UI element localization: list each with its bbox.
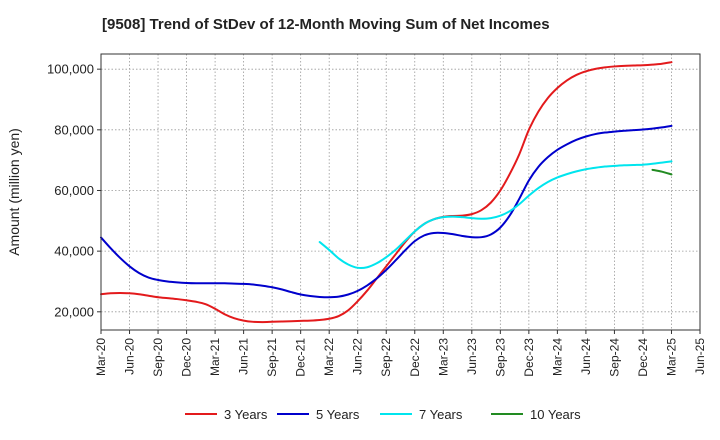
x-tick-label: Mar-24 — [550, 338, 564, 376]
x-tick-label: Jun-24 — [579, 338, 593, 375]
series-line-5-years — [100, 124, 673, 299]
chart-title: [9508] Trend of StDev of 12-Month Moving… — [102, 16, 550, 33]
y-tick-label: 80,000 — [54, 122, 94, 137]
legend: 3 Years 5 Years 7 Years 10 Years — [185, 407, 581, 422]
x-tick-label: Mar-23 — [436, 338, 450, 376]
x-axis-ticks: Mar-20 Jun-20 Sep-20 Dec-20 Mar-21 Jun-21 Sep-… — [94, 330, 707, 377]
series-line-7-years — [318, 160, 673, 270]
x-tick-label: Jun-22 — [351, 338, 365, 375]
y-tick-label: 20,000 — [54, 304, 94, 319]
series-line-10-years — [651, 168, 673, 176]
legend-label: 10 Years — [530, 407, 581, 422]
series-line-3-years — [100, 61, 673, 324]
x-tick-label: Dec-23 — [522, 338, 536, 377]
y-axis-label: Amount (million yen) — [6, 128, 22, 256]
legend-label: 5 Years — [316, 407, 360, 422]
gridlines — [100, 54, 701, 330]
x-tick-label: Mar-21 — [208, 338, 222, 376]
x-tick-label: Mar-25 — [664, 338, 678, 376]
x-tick-label: Sep-20 — [151, 338, 165, 377]
x-tick-label: Sep-23 — [493, 338, 507, 377]
legend-label: 7 Years — [419, 407, 463, 422]
x-tick-label: Mar-22 — [322, 338, 336, 376]
y-tick-label: 60,000 — [54, 183, 94, 198]
x-tick-label: Sep-21 — [265, 338, 279, 377]
legend-label: 3 Years — [224, 407, 268, 422]
y-tick-label: 40,000 — [54, 244, 94, 259]
x-tick-label: Jun-23 — [465, 338, 479, 375]
x-tick-label: Jun-20 — [123, 338, 137, 375]
x-tick-label: Mar-20 — [94, 338, 108, 376]
x-tick-label: Sep-22 — [379, 338, 393, 377]
x-tick-label: Sep-24 — [607, 338, 621, 377]
y-axis-ticks: 20,000 40,000 60,000 80,000 100,000 — [47, 62, 101, 319]
x-tick-label: Dec-21 — [294, 338, 308, 377]
x-tick-label: Dec-24 — [636, 338, 650, 377]
x-tick-label: Dec-22 — [408, 338, 422, 377]
y-tick-label: 100,000 — [47, 62, 94, 77]
x-tick-label: Jun-25 — [693, 338, 707, 375]
plot-frame — [100, 53, 701, 331]
series-lines — [100, 61, 673, 324]
x-tick-label: Jun-21 — [237, 338, 251, 375]
x-tick-label: Dec-20 — [180, 338, 194, 377]
